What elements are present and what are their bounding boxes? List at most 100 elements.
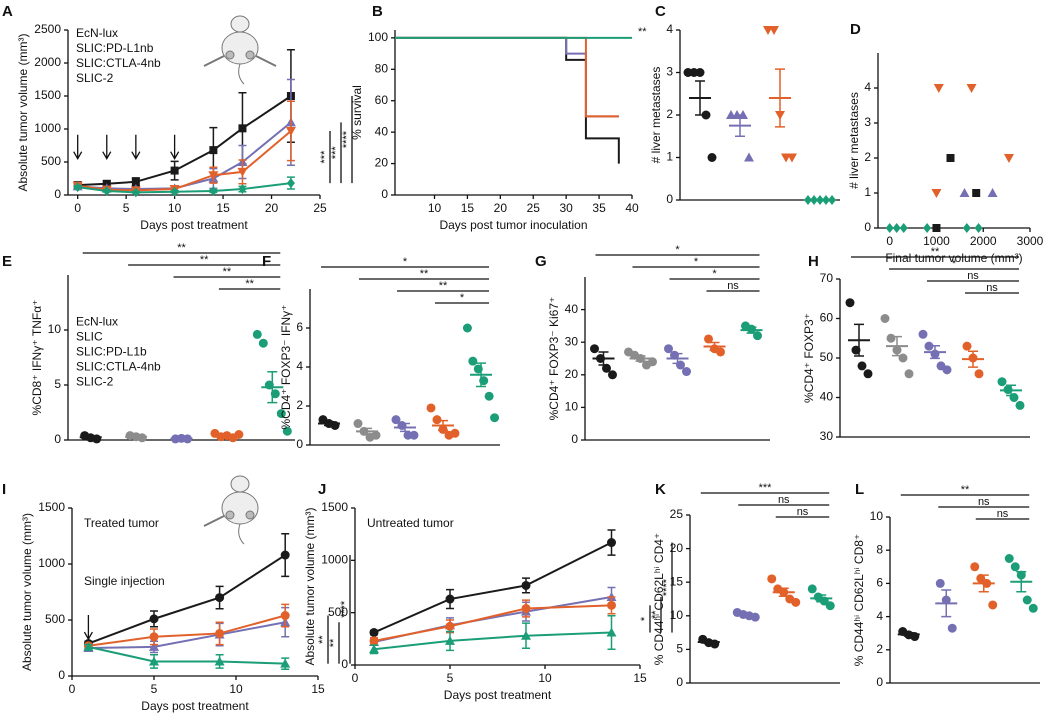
error-bar [438,419,448,432]
x-tick-label: 35 [592,201,606,215]
y-tick-label: 0 [571,432,578,446]
y-axis-label: # liver metastases [847,92,861,189]
data-point [280,658,291,668]
sig-label: *** [319,150,331,164]
error-bar [775,68,785,128]
sig-label: ns [797,506,809,518]
sig-label: ** [200,254,209,266]
y-tick-label: 30 [565,334,579,348]
y-tick-label: 1000 [34,121,61,135]
data-point [935,578,945,588]
survival-line [395,36,619,118]
sig-label: ns [967,270,979,282]
data-point [215,593,225,603]
x-tick-label: 30 [559,201,573,215]
data-point [209,146,218,155]
x-tick-label: 10 [229,682,243,696]
data-point [445,594,455,604]
error-bar [267,371,278,404]
data-point [102,186,111,197]
data-point [252,329,262,339]
error-bar [598,351,609,366]
sig-label: ns [778,494,790,506]
data-point [1004,554,1014,563]
data-point [750,612,760,622]
data-point [432,415,442,425]
error-bar [941,589,952,618]
panel-letter: D [850,21,861,38]
sig-label: * [403,256,408,268]
legend-label: EcN-lux [76,26,118,40]
data-point [607,600,616,610]
data-point [923,223,932,233]
data-point [1022,595,1032,605]
y-tick-label: 10 [48,322,62,336]
y-tick-label: 4 [876,609,883,623]
error-bar [978,574,989,593]
data-point [988,600,998,610]
data-point [892,223,901,233]
x-tick-label: 20 [265,201,279,215]
data-point [131,177,140,186]
data-point [484,391,494,401]
y-tick-label: 5 [676,642,683,656]
sig-label: ns [997,508,1009,520]
series-line [373,595,612,643]
y-tick-label: 1500 [34,88,61,102]
panel-letter: A [2,3,13,20]
data-point [285,126,296,136]
y-tick-label: 0 [876,675,883,689]
data-point [791,597,801,607]
legend-label: SLIC:CTLA-4nb [76,56,161,70]
sig-label: ** [245,278,254,290]
data-point [972,189,981,197]
y-axis-label: %CD4⁺ FOXP3⁻ Ki67⁺ [547,297,561,421]
legend-label: SLIC:PD-L1nb [76,41,154,55]
data-point [885,223,894,233]
sig-label: ** [931,246,940,258]
x-tick-label: 10 [168,201,182,215]
panel-letter: K [655,481,666,498]
y-axis-label: %CD4⁺ FOXP3⁻ IFNγ⁺ [279,304,293,429]
y-axis-label: %CD4⁺ FOXP3⁺ [802,313,816,403]
y-axis-label: %CD8⁺ IFNγ⁺ TNFα⁺ [30,300,44,416]
data-point [974,223,983,233]
x-axis-label: Final tumor volume (mm³) [885,251,1022,265]
data-point [521,580,531,590]
y-tick-label: 70 [820,271,834,285]
error-bar [735,114,745,137]
y-tick-label: 500 [41,154,61,168]
sig-label: **** [339,600,351,618]
data-point [974,369,984,379]
error-bar [930,345,940,360]
x-tick-label: 5 [151,682,158,696]
x-tick-label: 2000 [970,234,997,248]
data-point [1015,400,1025,410]
y-tick-label: 500 [45,612,65,626]
treatment-arrow [170,134,180,161]
annotation: Single injection [84,574,165,588]
y-tick-label: 0 [58,668,65,682]
y-tick-label: 2 [864,150,871,164]
data-point [947,623,957,633]
error-bar [635,355,646,362]
x-tick-label: 3000 [1017,234,1044,248]
legend-label: SLIC:CTLA-4nb [76,360,161,374]
data-point [707,153,717,162]
y-tick-label: 2 [666,107,673,121]
data-point [1010,562,1020,572]
y-axis-label: % CD44ʰⁱ CD62Lʰⁱ CD4⁺ [652,533,666,666]
y-axis-label: # liver metastases [649,67,663,164]
y-tick-label: 4 [864,80,871,94]
y-tick-label: 30 [820,429,834,443]
data-point [787,153,797,163]
y-tick-label: 3 [666,65,673,79]
data-point [468,356,478,366]
sig-label: ns [986,282,998,294]
data-point [602,363,611,373]
data-point [701,110,711,120]
series-line [88,621,286,649]
data-point [391,415,401,425]
x-tick-label: 1000 [923,234,950,248]
sig-label: * [675,244,680,256]
